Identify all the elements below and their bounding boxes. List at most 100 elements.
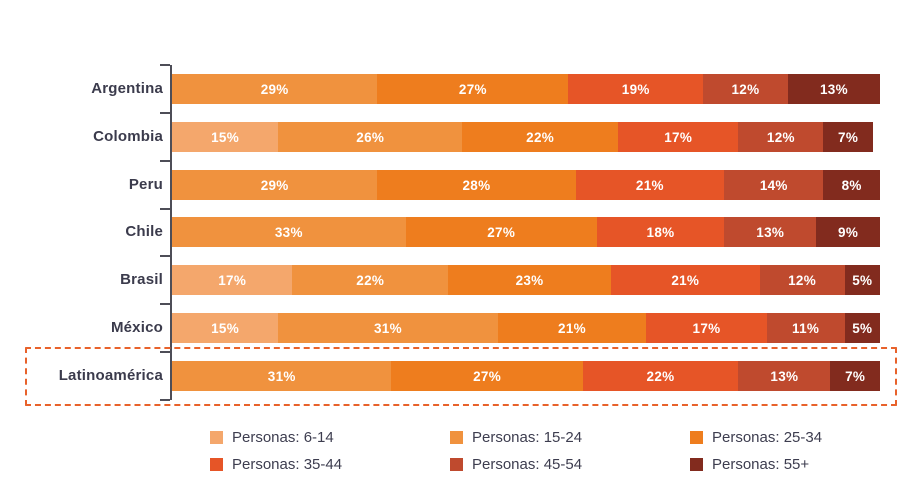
bar-segment-mexico-personas-15-24: 31% (278, 313, 498, 343)
axis-tick (160, 255, 170, 257)
legend-label: Personas: 25-34 (712, 429, 823, 446)
bar-segment-peru-personas-55-: 8% (823, 170, 880, 200)
segment-value-label: 28% (462, 177, 491, 193)
bar-segment-peru-personas-45-54: 14% (724, 170, 824, 200)
bar-segment-brasil-personas-25-34: 23% (448, 265, 611, 295)
legend-item-personas-45-54: Personas: 45-54 (450, 451, 690, 478)
row-label-latinoamerica: Latinoamérica (58, 367, 163, 384)
bar-segment-mexico-personas-55-: 5% (844, 313, 880, 343)
segment-value-label: 9% (838, 224, 859, 240)
bar-mexico: 15% 31% 21% 17% 11% 5% (172, 313, 880, 343)
legend-swatch-personas-6-14 (210, 431, 223, 444)
row-label-chile: Chile (125, 223, 163, 240)
segment-value-label: 33% (274, 224, 303, 240)
segment-value-label: 8% (841, 177, 862, 193)
bar-segment-colombia-personas-35-44: 17% (618, 122, 739, 152)
legend-item-personas-15-24: Personas: 15-24 (450, 424, 690, 451)
bar-segment-colombia-personas-15-24: 26% (278, 122, 463, 152)
segment-value-label: 15% (211, 129, 240, 145)
bar-colombia: 15% 26% 22% 17% 12% 7% (172, 122, 880, 152)
axis-tick (160, 208, 170, 210)
bar-segment-colombia-personas-25-34: 22% (462, 122, 619, 152)
segment-value-label: 12% (788, 272, 817, 288)
legend-swatch-personas-25-34 (690, 431, 703, 444)
legend-label: Personas: 35-44 (232, 456, 343, 473)
segment-value-label: 14% (759, 177, 788, 193)
legend-item-personas-6-14: Personas: 6-14 (210, 424, 450, 451)
bar-segment-chile-personas-35-44: 18% (596, 217, 725, 247)
legend-swatch-personas-15-24 (450, 431, 463, 444)
axis-tick (160, 399, 170, 401)
segment-value-label: 27% (458, 81, 487, 97)
legend-item-personas-25-34: Personas: 25-34 (690, 424, 910, 451)
bar-segment-latinoamerica-personas-55-: 7% (830, 361, 880, 391)
segment-value-label: 21% (671, 272, 700, 288)
row-label-colombia: Colombia (93, 128, 163, 145)
bar-segment-argentina-personas-15-24: 29% (172, 74, 378, 104)
segment-value-label: 18% (646, 224, 675, 240)
segment-value-label: 31% (373, 320, 402, 336)
bar-segment-latinoamerica-personas-35-44: 22% (582, 361, 739, 391)
segment-value-label: 27% (473, 368, 501, 384)
legend-item-personas-35-44: Personas: 35-44 (210, 451, 450, 478)
segment-value-label: 31% (267, 368, 296, 384)
bar-segment-chile-personas-25-34: 27% (405, 217, 597, 247)
segment-value-label: 17% (664, 129, 693, 145)
bar-segment-chile-personas-45-54: 13% (724, 217, 817, 247)
bar-segment-chile-personas-55-: 9% (816, 217, 880, 247)
segment-value-label: 12% (766, 129, 795, 145)
segment-value-label: 22% (646, 368, 675, 384)
bar-segment-mexico-personas-25-34: 21% (497, 313, 647, 343)
bar-argentina: 29% 27% 19% 12% 13% (172, 74, 880, 104)
segment-value-label: 13% (770, 368, 799, 384)
legend-label: Personas: 45-54 (472, 456, 583, 473)
axis-tick (160, 351, 170, 353)
bar-segment-brasil-personas-6-14: 17% (172, 265, 293, 295)
segment-value-label: 15% (211, 320, 240, 336)
bar-segment-argentina-personas-25-34: 27% (377, 74, 569, 104)
bar-segment-colombia-personas-45-54: 12% (738, 122, 824, 152)
segment-value-label: 27% (487, 224, 516, 240)
bar-segment-argentina-personas-45-54: 12% (702, 74, 788, 104)
row-label-mexico: México (110, 319, 163, 336)
bar-segment-chile-personas-15-24: 33% (172, 217, 406, 247)
segment-value-label: 29% (260, 81, 289, 97)
bar-segment-mexico-personas-45-54: 11% (766, 313, 845, 343)
segment-value-label: 22% (526, 129, 555, 145)
segment-value-label: 21% (635, 177, 664, 193)
segment-value-label: 13% (819, 81, 848, 97)
segment-value-label: 19% (621, 81, 650, 97)
bar-segment-colombia-personas-6-14: 15% (172, 122, 279, 152)
legend-swatch-personas-45-54 (450, 458, 463, 471)
segment-value-label: 11% (792, 320, 820, 336)
bar-segment-brasil-personas-15-24: 22% (292, 265, 449, 295)
bar-peru: 29% 28% 21% 14% 8% (172, 170, 880, 200)
segment-value-label: 5% (852, 320, 873, 336)
segment-value-label: 5% (852, 272, 873, 288)
segment-value-label: 7% (845, 368, 866, 384)
bar-segment-peru-personas-15-24: 29% (172, 170, 378, 200)
bar-segment-latinoamerica-personas-45-54: 13% (738, 361, 831, 391)
bar-brasil: 17% 22% 23% 21% 12% 5% (172, 265, 880, 295)
chart-legend: Personas: 6-14 Personas: 15-24 Personas: 2… (210, 424, 910, 478)
bar-segment-argentina-personas-55-: 13% (787, 74, 880, 104)
segment-value-label: 17% (692, 320, 721, 336)
segment-value-label: 23% (515, 272, 544, 288)
row-label-brasil: Brasil (120, 271, 163, 288)
segment-value-label: 17% (218, 272, 247, 288)
bar-segment-latinoamerica-personas-15-24: 31% (172, 361, 392, 391)
bar-segment-argentina-personas-35-44: 19% (568, 74, 703, 104)
segment-value-label: 12% (731, 81, 760, 97)
row-label-argentina: Argentina (91, 80, 163, 97)
axis-tick (160, 64, 170, 66)
bar-segment-brasil-personas-35-44: 21% (610, 265, 760, 295)
segment-value-label: 22% (356, 272, 385, 288)
legend-item-personas-55-: Personas: 55+ (690, 451, 910, 478)
segment-value-label: 21% (558, 320, 586, 336)
segment-value-label: 7% (838, 129, 859, 145)
legend-label: Personas: 55+ (712, 456, 810, 473)
segment-value-label: 13% (756, 224, 785, 240)
legend-swatch-personas-55- (690, 458, 703, 471)
segment-value-label: 26% (356, 129, 385, 145)
